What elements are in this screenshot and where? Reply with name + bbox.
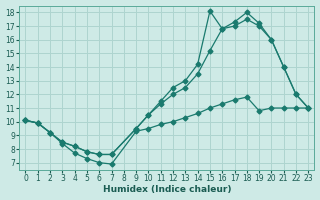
- X-axis label: Humidex (Indice chaleur): Humidex (Indice chaleur): [103, 185, 231, 194]
